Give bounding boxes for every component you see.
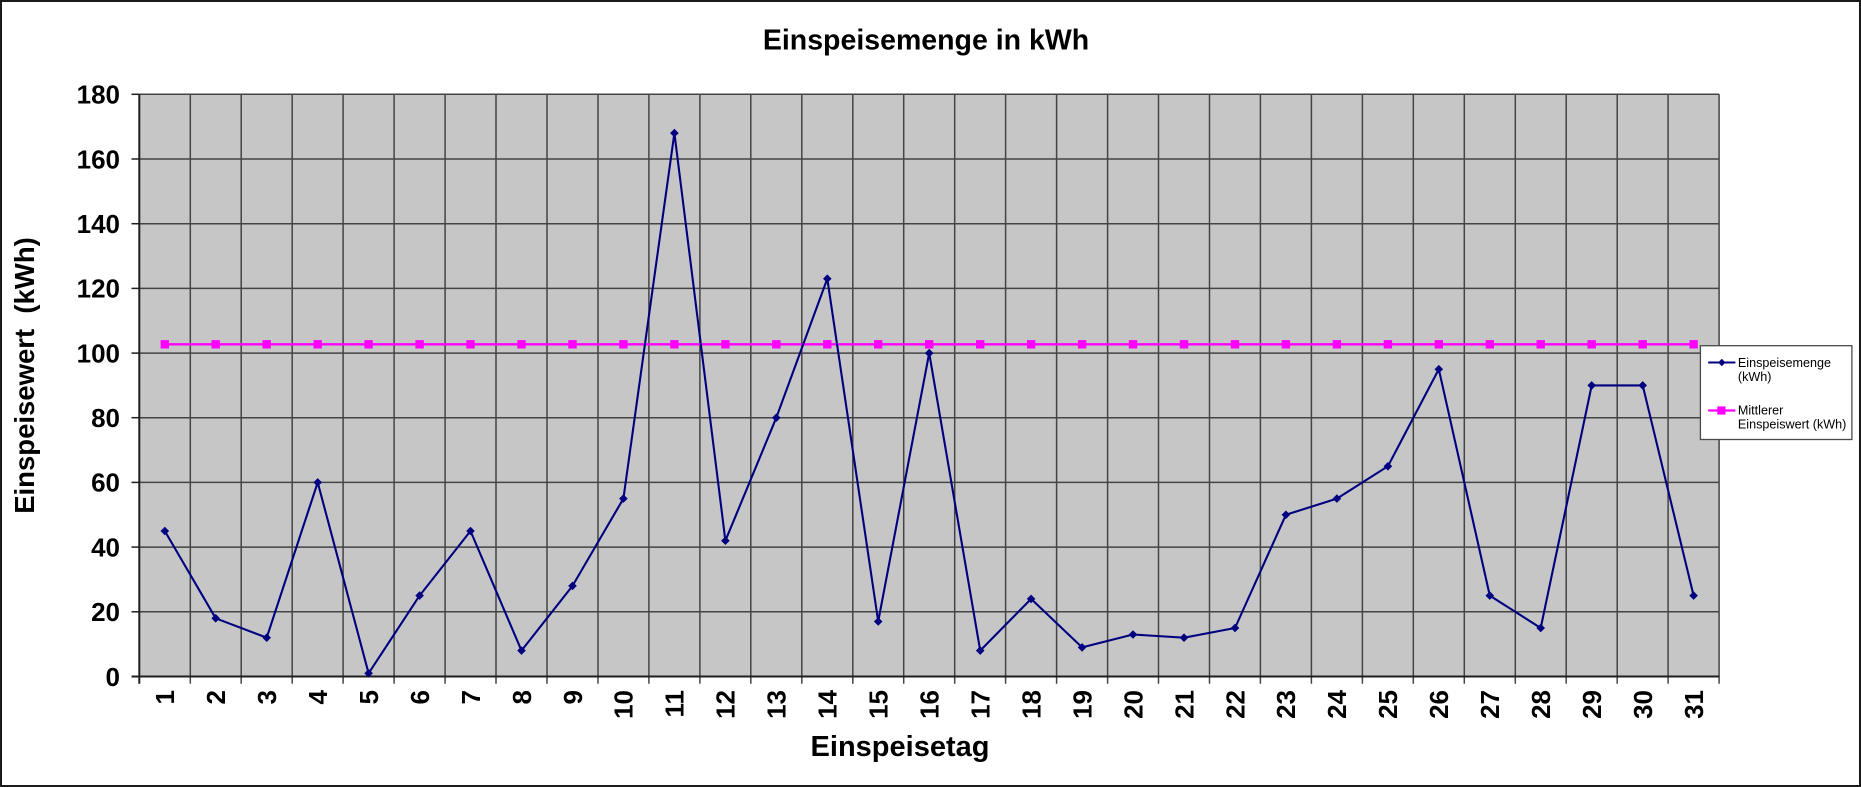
svg-text:30: 30 — [1628, 690, 1658, 719]
svg-text:5: 5 — [354, 690, 384, 704]
svg-text:20: 20 — [91, 597, 120, 627]
svg-text:2: 2 — [201, 690, 231, 704]
svg-text:4: 4 — [303, 689, 333, 704]
svg-text:Einspeiswert (kWh): Einspeiswert (kWh) — [1738, 418, 1846, 432]
svg-text:10: 10 — [609, 690, 639, 719]
svg-text:40: 40 — [91, 532, 120, 562]
svg-text:11: 11 — [660, 690, 690, 718]
svg-text:12: 12 — [711, 690, 741, 719]
svg-text:21: 21 — [1169, 690, 1199, 719]
svg-text:80: 80 — [91, 403, 120, 433]
svg-text:25: 25 — [1373, 690, 1403, 719]
svg-text:100: 100 — [77, 338, 120, 368]
svg-text:17: 17 — [966, 690, 996, 719]
svg-text:160: 160 — [77, 144, 120, 174]
svg-text:180: 180 — [77, 80, 120, 110]
svg-text:3: 3 — [252, 690, 282, 704]
svg-text:23: 23 — [1271, 690, 1301, 719]
svg-text:Einspeisewert (kWh): Einspeisewert (kWh) — [9, 237, 40, 514]
svg-text:13: 13 — [762, 690, 792, 719]
svg-text:20: 20 — [1118, 690, 1148, 719]
svg-text:22: 22 — [1220, 690, 1250, 719]
svg-text:60: 60 — [91, 468, 120, 498]
svg-text:19: 19 — [1067, 690, 1097, 719]
svg-text:Einspeisetag: Einspeisetag — [811, 731, 990, 763]
svg-text:120: 120 — [77, 274, 120, 304]
svg-text:Einspeisemenge in kWh: Einspeisemenge in kWh — [763, 25, 1089, 57]
svg-text:31: 31 — [1679, 690, 1709, 719]
svg-text:15: 15 — [864, 690, 894, 719]
svg-text:140: 140 — [77, 209, 120, 239]
svg-text:9: 9 — [558, 690, 588, 704]
svg-text:16: 16 — [915, 690, 945, 719]
svg-text:6: 6 — [405, 690, 435, 704]
svg-text:Einspeisemenge: Einspeisemenge — [1738, 356, 1831, 370]
svg-text:26: 26 — [1424, 690, 1454, 719]
svg-text:7: 7 — [456, 690, 486, 704]
svg-text:(kWh): (kWh) — [1738, 370, 1772, 384]
svg-text:29: 29 — [1577, 690, 1607, 719]
svg-text:1: 1 — [150, 690, 180, 704]
svg-text:14: 14 — [813, 689, 843, 718]
svg-text:Mittlerer: Mittlerer — [1738, 403, 1783, 417]
svg-text:18: 18 — [1016, 690, 1046, 719]
svg-text:8: 8 — [507, 690, 537, 704]
svg-text:27: 27 — [1475, 690, 1505, 719]
svg-text:0: 0 — [106, 662, 120, 692]
svg-text:28: 28 — [1526, 690, 1556, 719]
svg-text:24: 24 — [1322, 689, 1352, 718]
